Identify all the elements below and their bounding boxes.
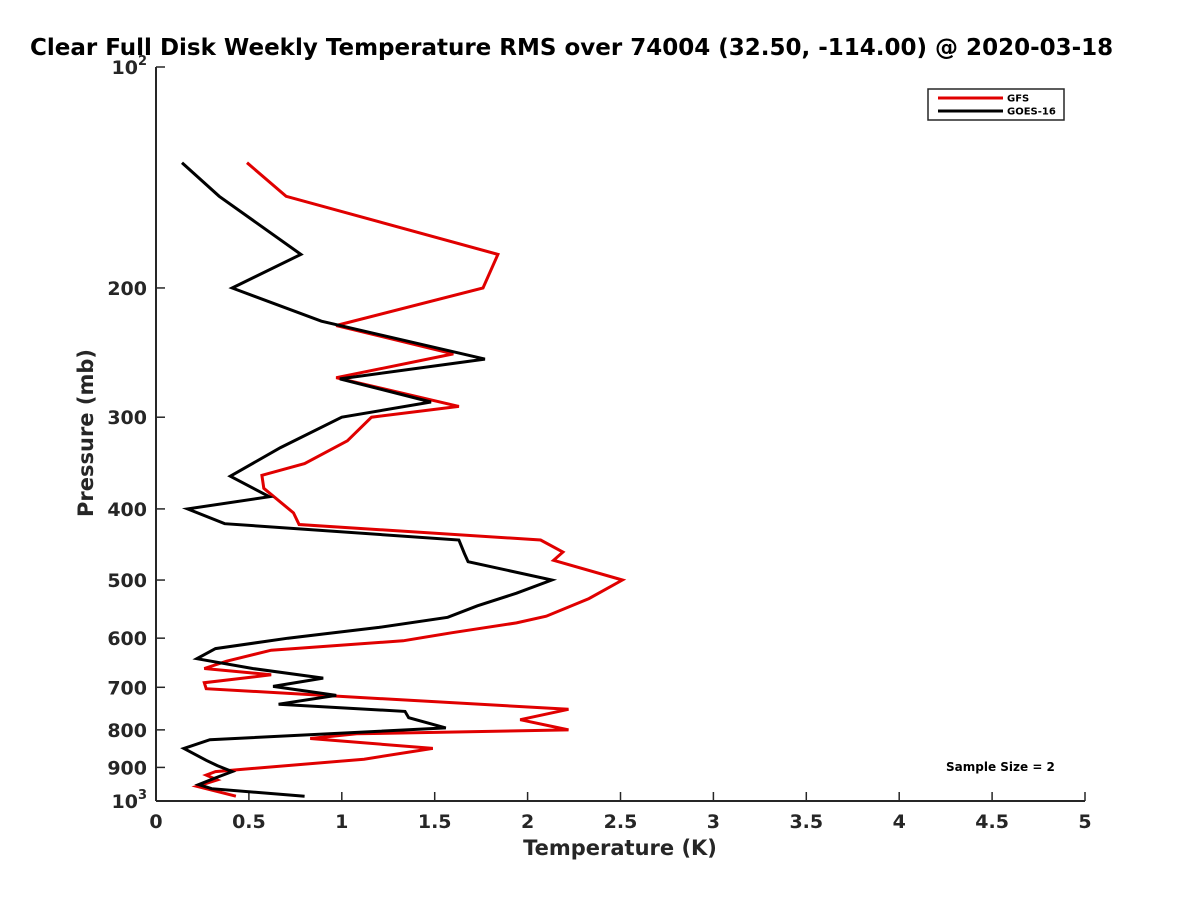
y-tick-label: 103 xyxy=(112,788,148,813)
y-tick-label: 300 xyxy=(107,407,147,429)
x-axis-ticks: 0 0.5 1 1.5 2 2.5 3 3.5 4 4.5 5 xyxy=(149,792,1092,833)
plot-area: 102 200 300 400 500 600 700 800 900 103 0 0.5 1 1.5 2… xyxy=(107,54,1091,833)
y-axis-label: Pressure (mb) xyxy=(74,349,98,517)
legend-entry-label: GOES-16 xyxy=(1007,107,1056,118)
y-tick-label: 800 xyxy=(107,720,147,742)
x-tick-label: 3 xyxy=(707,811,720,833)
series-line-goes-16 xyxy=(180,161,558,798)
x-axis-label: Temperature (K) xyxy=(523,836,717,860)
y-tick-label: 102 xyxy=(112,54,148,79)
legend: GFS GOES-16 xyxy=(927,88,1065,121)
y-tick-label: 500 xyxy=(107,570,147,592)
sample-size-annotation: Sample Size = 2 xyxy=(946,760,1055,774)
y-tick-label: 600 xyxy=(107,628,147,650)
x-tick-label: 2.5 xyxy=(604,811,638,833)
x-tick-label: 2 xyxy=(521,811,534,833)
x-tick-label: 4 xyxy=(893,811,906,833)
y-tick-label: 400 xyxy=(107,499,147,521)
legend-entry-label: GFS xyxy=(1007,94,1029,105)
series-line-gfs xyxy=(191,161,627,798)
chart-title: Clear Full Disk Weekly Temperature RMS o… xyxy=(30,35,1113,61)
y-axis-ticks: 102 200 300 400 500 600 700 800 900 103 xyxy=(107,54,165,813)
x-tick-label: 0 xyxy=(149,811,162,833)
x-tick-label: 1 xyxy=(335,811,348,833)
x-tick-label: 3.5 xyxy=(789,811,823,833)
x-tick-label: 4.5 xyxy=(975,811,1009,833)
x-tick-label: 1.5 xyxy=(418,811,452,833)
legend-box xyxy=(927,88,1065,121)
y-tick-label: 700 xyxy=(107,677,147,699)
series-layer xyxy=(180,161,627,798)
x-tick-label: 5 xyxy=(1078,811,1091,833)
y-tick-label: 900 xyxy=(107,757,147,779)
x-tick-label: 0.5 xyxy=(232,811,266,833)
y-tick-label: 200 xyxy=(107,278,147,300)
